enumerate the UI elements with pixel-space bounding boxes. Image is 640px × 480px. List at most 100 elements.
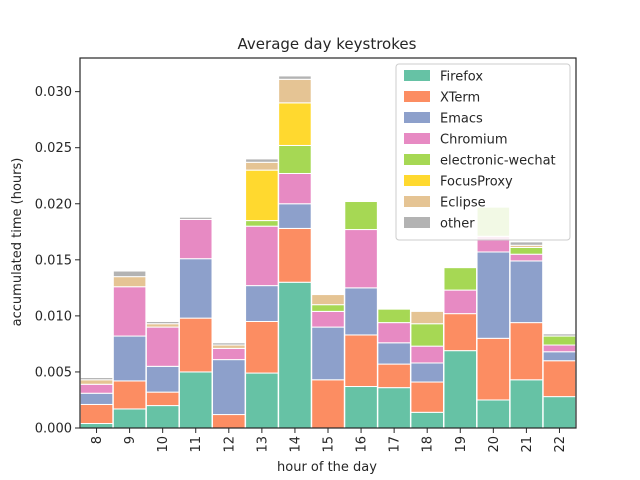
bar-other-hour-8 bbox=[79, 377, 114, 381]
bar-chromium-hour-14 bbox=[278, 172, 312, 205]
bar-xterm-hour-8 bbox=[79, 403, 114, 425]
bar-focusproxy-hour-13 bbox=[245, 169, 279, 222]
bar-firefox-hour-11 bbox=[178, 371, 213, 429]
x-tick-label: 21 bbox=[520, 436, 535, 453]
bar-other-hour-11 bbox=[178, 216, 213, 220]
bar-eclipse-hour-13 bbox=[245, 161, 279, 171]
bar-chromium-hour-11 bbox=[178, 218, 213, 260]
bar-firefox-hour-8 bbox=[79, 423, 114, 429]
bar-firefox-hour-14 bbox=[278, 281, 312, 429]
x-tick-label: 17 bbox=[388, 436, 403, 453]
legend-swatch bbox=[404, 175, 430, 186]
bar-firefox-hour-20 bbox=[476, 399, 511, 429]
x-tick-label: 8 bbox=[90, 436, 105, 444]
bar-other-hour-14 bbox=[278, 75, 312, 80]
bar-eclipse-hour-9 bbox=[112, 276, 147, 288]
legend-label: electronic-wechat bbox=[440, 154, 556, 169]
y-tick-label: 0.010 bbox=[35, 309, 72, 324]
bar-electronic-wechat-hour-22 bbox=[542, 335, 577, 346]
bar-emacs-hour-14 bbox=[278, 203, 312, 229]
bar-electronic-wechat-hour-15 bbox=[311, 304, 345, 312]
bar-other-hour-21 bbox=[509, 241, 544, 246]
bar-chromium-hour-19 bbox=[443, 289, 478, 315]
bar-firefox-hour-22 bbox=[542, 396, 577, 429]
x-tick-label: 20 bbox=[487, 436, 502, 453]
bar-emacs-hour-21 bbox=[509, 260, 544, 324]
bar-xterm-hour-10 bbox=[145, 391, 180, 407]
bar-electronic-wechat-hour-16 bbox=[344, 201, 378, 231]
bar-chromium-hour-16 bbox=[344, 229, 378, 289]
legend-label: XTerm bbox=[440, 91, 480, 106]
bar-other-hour-22 bbox=[542, 333, 577, 337]
legend-label: FocusProxy bbox=[440, 175, 513, 190]
legend-swatch bbox=[404, 217, 430, 228]
bar-eclipse-hour-15 bbox=[311, 294, 345, 306]
legend-label: other bbox=[440, 217, 475, 232]
bar-chromium-hour-18 bbox=[410, 345, 444, 364]
bar-xterm-hour-17 bbox=[377, 363, 411, 389]
bar-other-hour-9 bbox=[112, 270, 147, 278]
bar-chromium-hour-8 bbox=[79, 383, 114, 394]
bar-eclipse-hour-10 bbox=[145, 323, 180, 328]
y-tick-label: 0.020 bbox=[35, 197, 72, 212]
x-tick-label: 9 bbox=[123, 436, 138, 444]
bar-emacs-hour-20 bbox=[476, 251, 511, 339]
legend-swatch bbox=[404, 112, 430, 123]
x-tick-label: 10 bbox=[156, 436, 171, 453]
x-tick-label: 15 bbox=[322, 436, 337, 453]
legend-swatch bbox=[404, 133, 430, 144]
x-tick-label: 13 bbox=[255, 436, 270, 453]
x-tick-label: 16 bbox=[355, 436, 370, 453]
bar-xterm-hour-14 bbox=[278, 227, 312, 283]
y-axis-ticks: 0.000 0.005 0.010 0.015 0.020 0.025 0.030 bbox=[35, 85, 80, 437]
bar-electronic-wechat-hour-18 bbox=[410, 323, 444, 347]
bar-emacs-hour-12 bbox=[212, 359, 246, 416]
x-tick-label: 11 bbox=[189, 436, 204, 453]
bars-layer bbox=[79, 75, 577, 429]
bar-emacs-hour-22 bbox=[542, 351, 577, 362]
bar-emacs-hour-17 bbox=[377, 342, 411, 365]
legend-label: Eclipse bbox=[440, 196, 486, 211]
y-tick-label: 0.030 bbox=[35, 85, 72, 100]
bar-xterm-hour-9 bbox=[112, 380, 147, 410]
bar-xterm-hour-19 bbox=[443, 313, 478, 352]
x-tick-label: 18 bbox=[421, 436, 436, 453]
bar-chromium-hour-9 bbox=[112, 286, 147, 337]
bar-emacs-hour-16 bbox=[344, 287, 378, 336]
bar-eclipse-hour-12 bbox=[212, 344, 246, 349]
legend-swatch bbox=[404, 196, 430, 207]
legend-swatch bbox=[404, 154, 430, 165]
legend-label: Firefox bbox=[440, 70, 483, 85]
bar-firefox-hour-19 bbox=[443, 350, 478, 429]
bar-emacs-hour-10 bbox=[145, 365, 180, 393]
bar-electronic-wechat-hour-17 bbox=[377, 308, 411, 324]
bar-firefox-hour-18 bbox=[410, 411, 444, 429]
x-axis-label: hour of the day bbox=[277, 460, 377, 475]
bar-emacs-hour-8 bbox=[79, 392, 114, 405]
bar-electronic-wechat-hour-14 bbox=[278, 144, 312, 174]
chart-title: Average day keystrokes bbox=[238, 35, 417, 53]
legend-box bbox=[395, 63, 571, 241]
bar-eclipse-hour-18 bbox=[410, 310, 444, 325]
x-tick-label: 22 bbox=[553, 436, 568, 453]
bar-chromium-hour-13 bbox=[245, 225, 279, 287]
bar-emacs-hour-15 bbox=[311, 326, 345, 381]
bar-firefox-hour-21 bbox=[509, 379, 544, 429]
bar-xterm-hour-20 bbox=[476, 337, 511, 401]
bar-chromium-hour-17 bbox=[377, 322, 411, 344]
bar-xterm-hour-16 bbox=[344, 334, 378, 388]
y-axis-label: accumulated time (hours) bbox=[10, 158, 25, 327]
bar-chromium-hour-15 bbox=[311, 310, 345, 328]
bar-xterm-hour-21 bbox=[509, 322, 544, 381]
y-tick-label: 0.005 bbox=[35, 365, 72, 380]
bar-other-hour-12 bbox=[212, 342, 246, 346]
bar-emacs-hour-11 bbox=[178, 258, 213, 319]
bar-emacs-hour-18 bbox=[410, 362, 444, 383]
bar-eclipse-hour-8 bbox=[79, 379, 114, 385]
bar-electronic-wechat-hour-19 bbox=[443, 267, 478, 291]
bar-other-hour-10 bbox=[145, 320, 180, 325]
bar-xterm-hour-15 bbox=[311, 379, 345, 429]
y-tick-label: 0.015 bbox=[35, 253, 72, 268]
x-tick-label: 12 bbox=[222, 436, 237, 453]
